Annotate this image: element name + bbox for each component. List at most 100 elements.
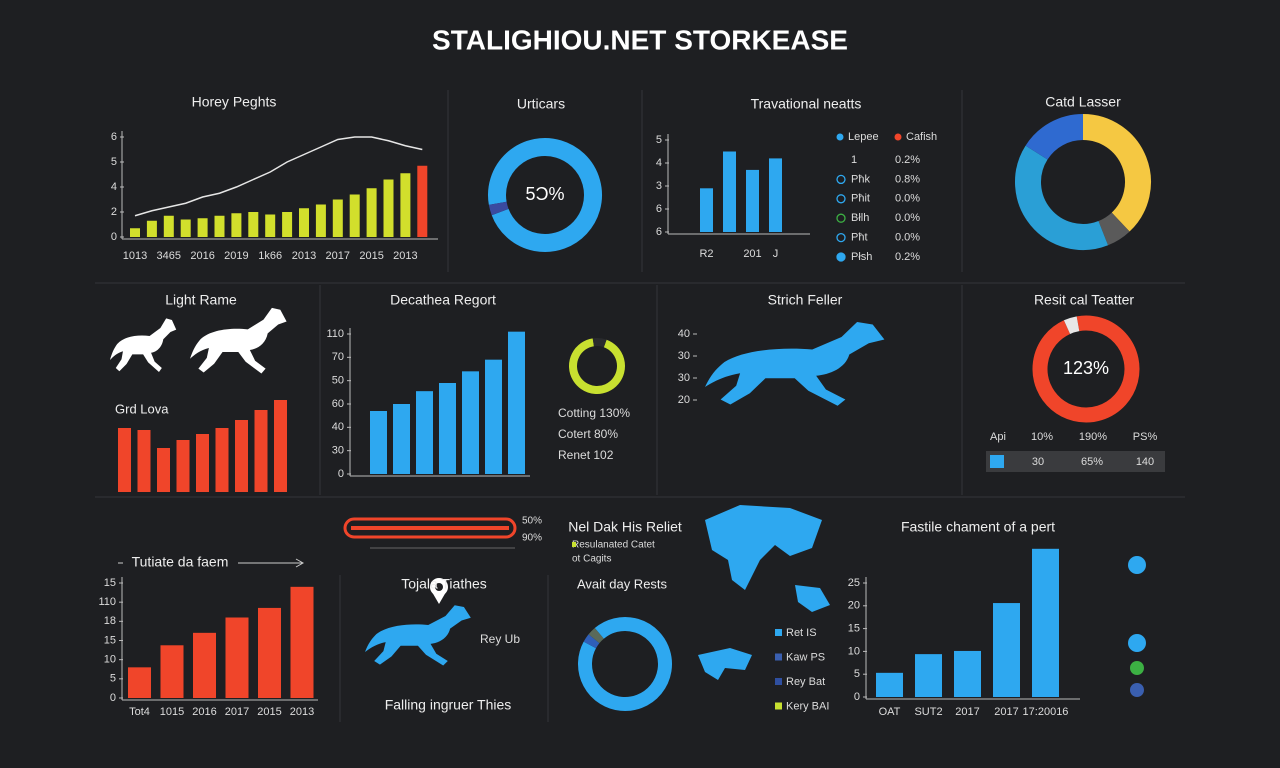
row-swatch [990, 455, 1004, 468]
note: Cotting 130% [558, 406, 630, 420]
y-tick-label: 15 [104, 634, 116, 646]
x-tick-label: R2 [699, 248, 713, 260]
x-tick-label: 2017 [955, 706, 979, 718]
y-tick-label: 5 [110, 673, 116, 685]
x-tick-label: 2015 [359, 250, 383, 262]
bar [349, 194, 360, 237]
donut-segment [583, 634, 600, 649]
x-tick-label: 2019 [224, 250, 248, 262]
row-value: 0.2% [895, 154, 920, 166]
status-dot [1130, 683, 1144, 697]
bar [393, 404, 410, 474]
y-tick-label: 110 [98, 596, 116, 608]
donut-center-label: 123% [1063, 358, 1109, 378]
row-icon [836, 174, 846, 185]
table-header: Api [990, 431, 1006, 443]
y-tick-label: 0 [854, 691, 860, 703]
chart-title: Catd Lasser [1045, 94, 1121, 110]
bar [383, 179, 394, 237]
dividers [95, 90, 1185, 722]
note: Cotert 80% [558, 427, 618, 441]
y-tick-label: 70 [332, 351, 344, 363]
donut-segment [592, 338, 607, 348]
x-tick-label: 2015 [257, 706, 281, 718]
bar [130, 228, 140, 237]
y-tick-label: 15 [104, 577, 116, 589]
row-icon [836, 252, 846, 262]
chart-title: Nel Dak His Reliet [568, 519, 682, 535]
row-value: 0.2% [895, 251, 920, 263]
x-tick-label: 2013 [292, 250, 316, 262]
donut-segment [488, 201, 509, 216]
donut-segment [1097, 212, 1130, 246]
bar [876, 672, 903, 697]
donut-segment [588, 628, 604, 644]
x-tick-label: OAT [879, 706, 901, 718]
bar [265, 214, 276, 237]
bar [462, 371, 479, 474]
bar [146, 220, 157, 237]
row-label: Płsh [851, 251, 872, 263]
y-tick-label: 6 [111, 131, 117, 143]
trend-line [134, 136, 423, 217]
y-tick-label: 50 [332, 375, 344, 387]
y-tick-label: 40 [332, 421, 344, 433]
legend-label: Rey Bat [786, 676, 825, 688]
subtitle: ot Cagits [572, 554, 611, 565]
bar [299, 208, 309, 237]
row-value: 0.8% [895, 173, 920, 185]
bar [1032, 548, 1059, 697]
donut-segment [1032, 315, 1140, 423]
chart-subtitle: Grd Lova [115, 401, 169, 416]
y-tick-label: 0 [111, 231, 117, 243]
y-tick-label: 110 [326, 328, 344, 340]
bar [485, 359, 502, 474]
legend-swatch [836, 133, 844, 141]
y-tick-label: 10 [104, 654, 116, 666]
bar [417, 165, 428, 237]
bar [180, 219, 191, 237]
row-label: Pħk [851, 173, 870, 185]
bar [176, 440, 190, 492]
chart-title: Fastile chament of a pert [901, 519, 1055, 535]
bar [274, 400, 287, 492]
bar [248, 212, 259, 237]
x-tick-label: 2016 [190, 250, 214, 262]
bar [225, 617, 249, 698]
status-dot [1130, 661, 1144, 675]
bar [214, 215, 225, 237]
table-cell: 65% [1081, 456, 1103, 468]
x-tick-label: 2013 [290, 706, 314, 718]
table-header: 10% [1031, 431, 1053, 443]
legend-swatch [775, 702, 782, 710]
x-tick-label: 1k66 [258, 250, 282, 262]
chart-title: Horey Peghts [192, 94, 277, 110]
donut-segment [569, 338, 625, 394]
row-label: 1 [851, 154, 857, 166]
bar [366, 188, 377, 237]
caption: Falling ingruer Thies [385, 697, 512, 713]
chart-title: Travational neatts [751, 96, 862, 112]
y-tick-label: 4 [656, 157, 662, 169]
arrow-decoration [118, 558, 305, 568]
row-label: Pħt [851, 232, 868, 244]
x-tick-label: 17:20016 [1023, 706, 1069, 718]
x-tick-label: 2017 [326, 250, 350, 262]
y-tick-label: 30 [332, 445, 344, 457]
donut-segment [488, 138, 602, 252]
donut-segment [1082, 114, 1151, 232]
x-tick-label: 201 [743, 248, 761, 260]
y-tick-label: 6 [656, 226, 662, 238]
chart-title: Decathea Regort [390, 292, 496, 308]
table-header: 190% [1079, 431, 1107, 443]
x-tick-label: 2016 [192, 706, 216, 718]
progress-bar [351, 526, 509, 530]
bar [197, 218, 208, 237]
bar [416, 391, 433, 474]
bar [258, 607, 281, 698]
chart-title: Strich Feller [768, 292, 843, 308]
bar [193, 632, 216, 698]
annotation: Rey Ub [480, 632, 520, 646]
chart-title: Tutiate da faem [132, 554, 229, 570]
bar [769, 158, 782, 232]
